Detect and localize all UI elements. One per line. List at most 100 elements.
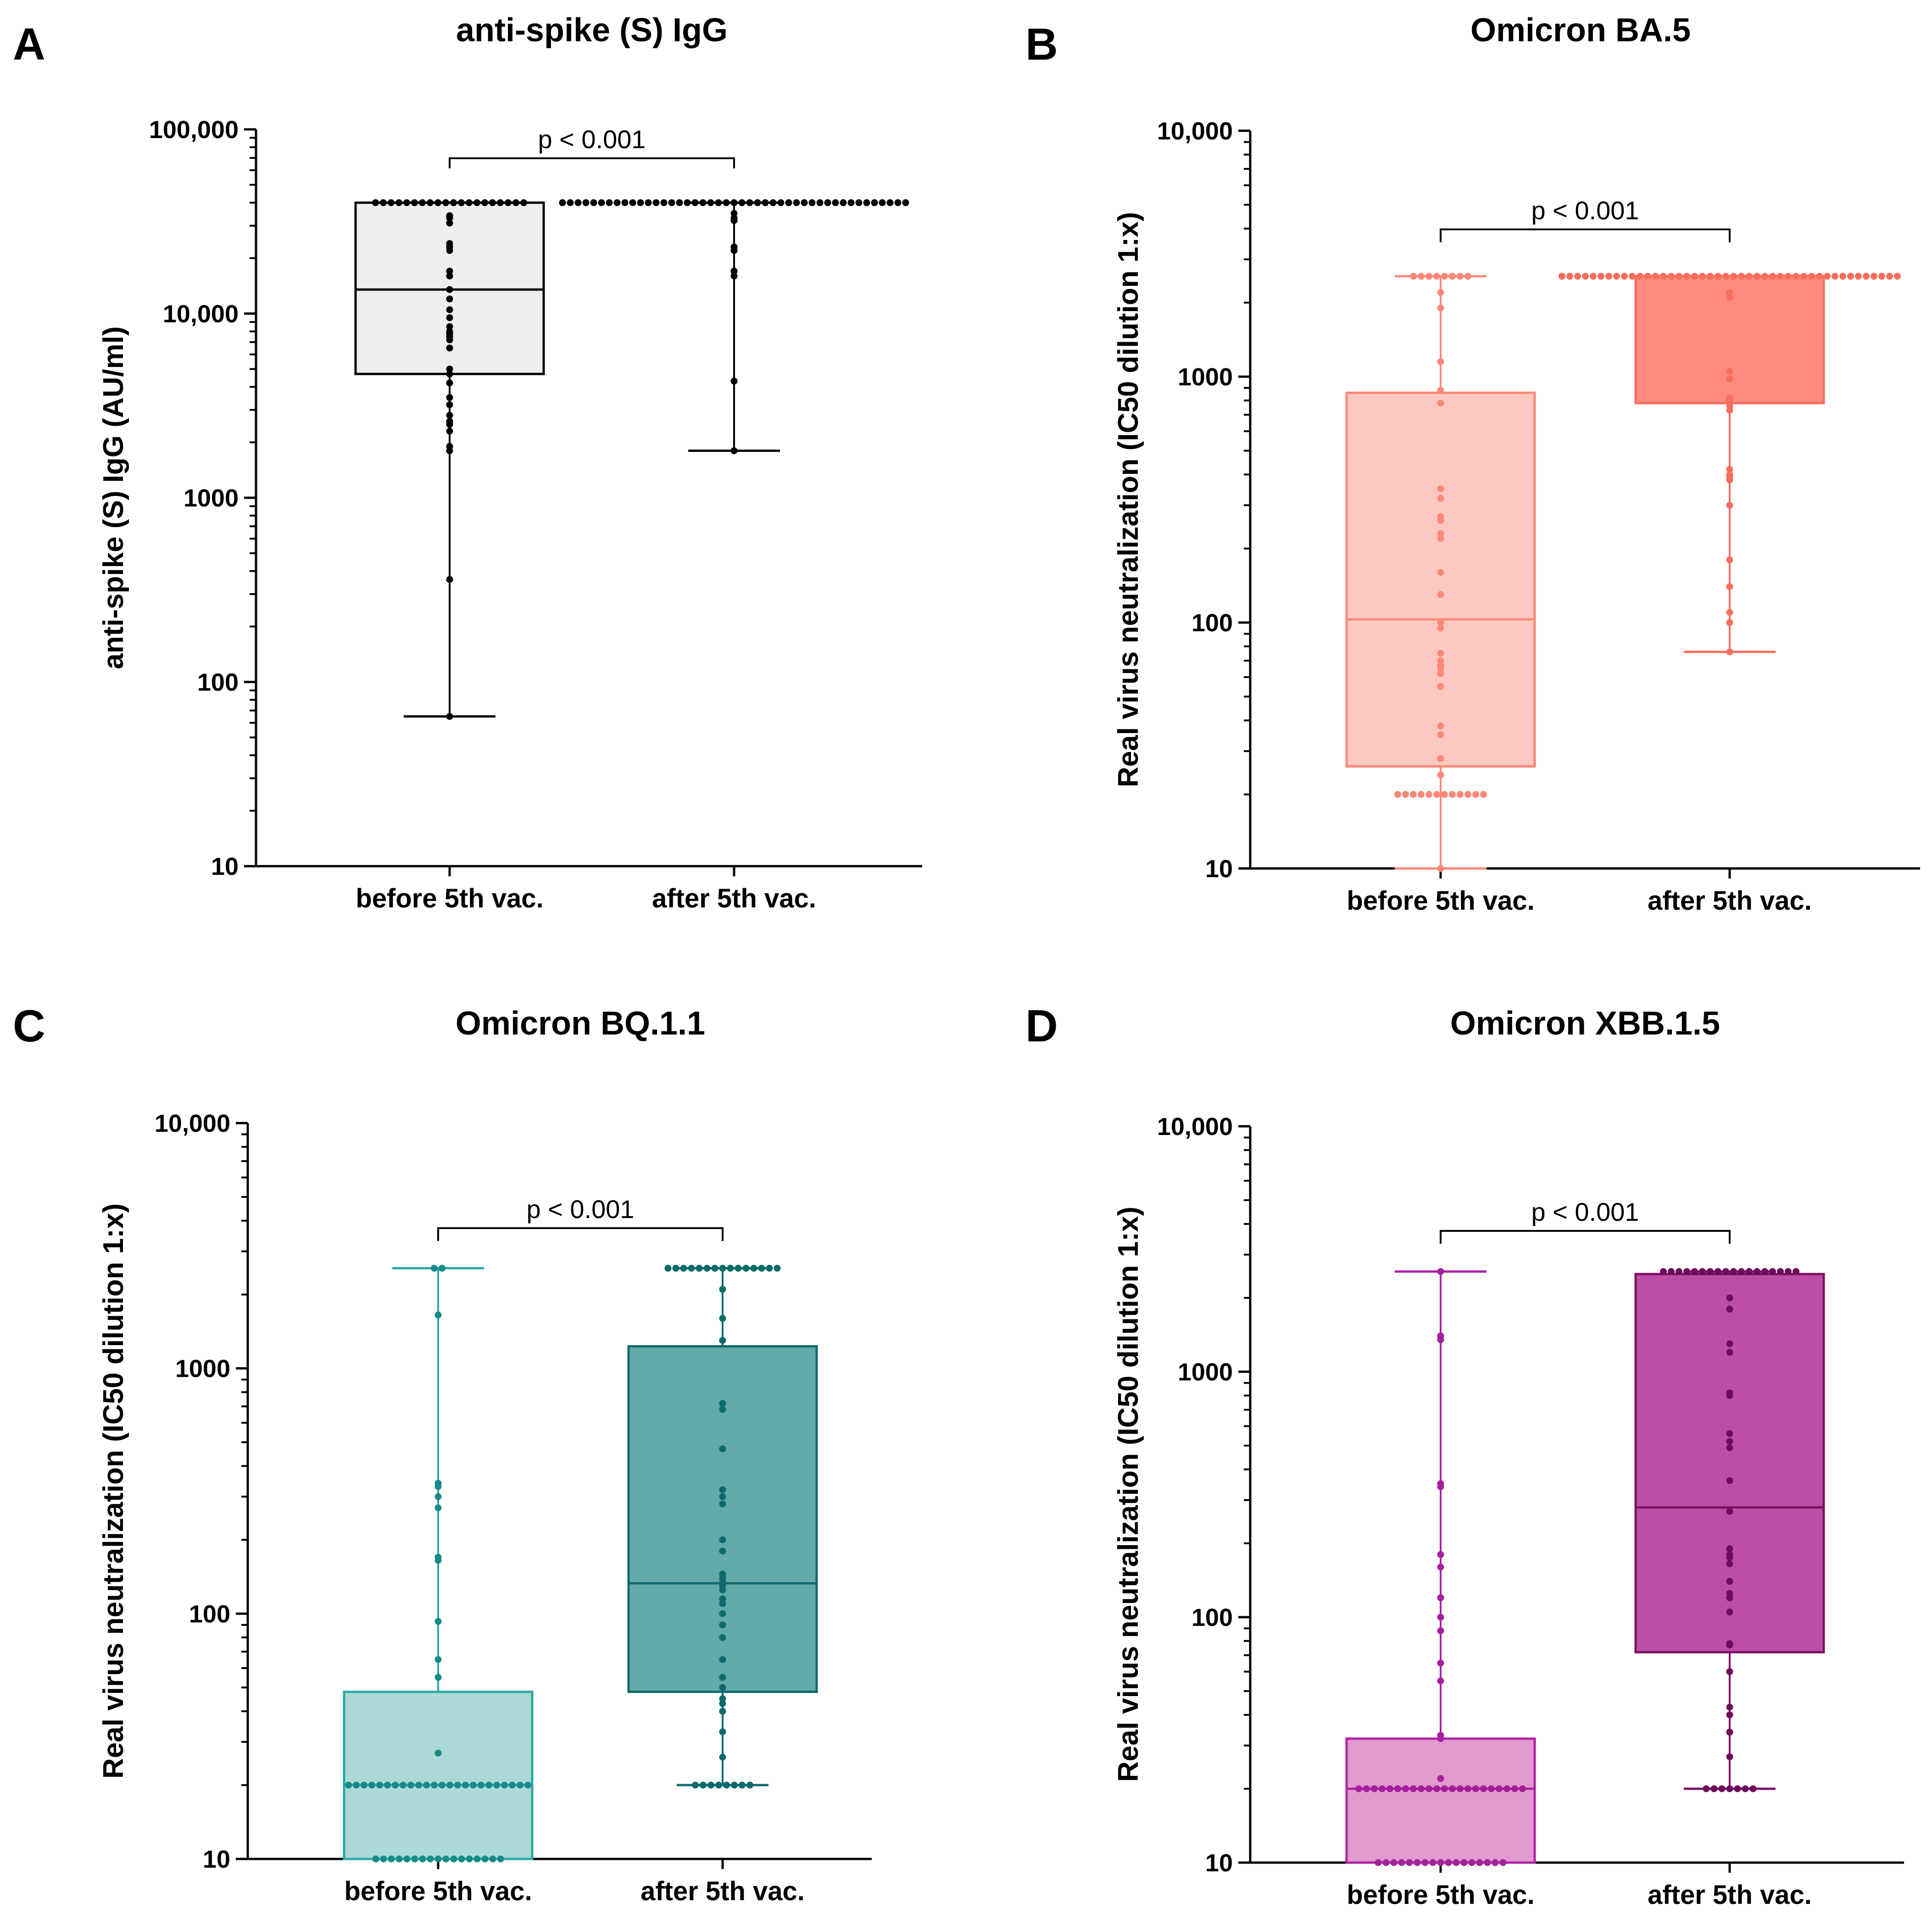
data-point [1398, 1859, 1405, 1866]
data-point [1726, 1389, 1733, 1397]
data-point [1839, 273, 1846, 280]
data-point [517, 1781, 523, 1789]
data-point [1437, 305, 1444, 312]
y-tick-label: 1000 [175, 1355, 230, 1383]
y-tick-label: 1000 [1178, 363, 1233, 391]
data-point [840, 199, 847, 206]
data-point [1605, 273, 1612, 280]
data-point [434, 199, 441, 206]
y-tick-label: 10,000 [155, 1110, 230, 1137]
data-point [719, 1315, 726, 1322]
data-point [1726, 1340, 1733, 1347]
data-point [703, 1264, 711, 1272]
y-tick-label: 10,000 [1157, 117, 1233, 145]
data-point [388, 1855, 395, 1863]
data-point [1726, 1551, 1733, 1558]
data-point [847, 199, 855, 206]
data-point [1582, 273, 1589, 280]
data-point [1437, 755, 1444, 762]
data-point [746, 199, 753, 206]
data-point [1445, 1859, 1452, 1866]
data-point [1437, 1480, 1444, 1487]
chart-title: Omicron BA.5 [1470, 12, 1691, 49]
p-value-label: p < 0.001 [538, 125, 646, 154]
data-point [730, 447, 738, 455]
data-point [719, 1684, 726, 1691]
data-point [1480, 791, 1487, 798]
data-point [1382, 1859, 1390, 1866]
data-point [1754, 1268, 1760, 1275]
data-point [439, 1781, 445, 1789]
data-point [1499, 1859, 1507, 1866]
data-point [645, 199, 652, 206]
data-point [1726, 609, 1733, 616]
data-point [691, 199, 699, 206]
data-point [427, 1855, 434, 1863]
data-point [696, 1264, 703, 1272]
p-value-label: p < 0.001 [526, 1195, 634, 1224]
data-point [1726, 1785, 1733, 1792]
data-point [1777, 273, 1784, 280]
data-point [715, 199, 722, 206]
x-tick-label: before 5th vac. [344, 1876, 532, 1906]
data-point [1722, 273, 1729, 280]
data-point [1722, 1268, 1729, 1275]
data-point [446, 417, 453, 425]
data-point [1394, 791, 1401, 798]
data-point [1421, 1859, 1429, 1866]
data-point [1816, 273, 1823, 280]
data-point [680, 1264, 687, 1272]
data-point [497, 1855, 504, 1863]
data-point [1457, 791, 1464, 798]
data-point [1437, 865, 1444, 872]
data-point [1379, 1785, 1386, 1792]
data-point [1394, 1785, 1401, 1792]
data-point [431, 1781, 438, 1789]
y-tick-label: 10 [1205, 1849, 1233, 1877]
data-point [1437, 1563, 1444, 1571]
data-point [730, 273, 738, 280]
data-point [372, 1855, 379, 1863]
data-point [1676, 273, 1682, 280]
data-point [1488, 1785, 1495, 1792]
data-point [1437, 683, 1444, 690]
data-point [1726, 1668, 1733, 1675]
data-point [361, 1781, 367, 1789]
data-point [493, 1781, 500, 1789]
panel-d: D Omicron XBB.1.5 Real virus neutralizatio… [1025, 1001, 1904, 1910]
data-point [613, 199, 621, 206]
data-point [446, 273, 453, 280]
data-point [446, 212, 453, 219]
data-point [446, 412, 453, 419]
data-point [1437, 1677, 1444, 1685]
y-tick-label: 100 [189, 1600, 230, 1628]
data-point [739, 1781, 746, 1789]
y-tick-label: 100 [197, 669, 239, 696]
data-point [1707, 1268, 1714, 1275]
data-point [1863, 273, 1870, 280]
data-point [1437, 1594, 1444, 1602]
data-point [1715, 1268, 1721, 1275]
data-point [1660, 273, 1667, 280]
data-point [894, 199, 902, 206]
data-point [723, 199, 730, 206]
y-tick-label: 10 [203, 1846, 230, 1873]
data-point [1363, 1785, 1370, 1792]
data-point [501, 1781, 508, 1789]
data-point [1386, 1785, 1393, 1792]
data-point [446, 443, 453, 450]
data-point [384, 1781, 391, 1789]
data-point [1437, 1614, 1444, 1621]
data-point [1457, 273, 1464, 280]
data-point [1793, 273, 1799, 280]
data-point [446, 267, 453, 275]
data-point [1621, 273, 1628, 280]
data-point [730, 243, 738, 250]
data-point [1726, 583, 1733, 590]
data-point [466, 199, 473, 206]
data-point [353, 1781, 360, 1789]
data-point [1683, 1268, 1690, 1275]
panel-c: C Omicron BQ.1.1 Real virus neutralization… [13, 1001, 872, 1906]
data-point [446, 328, 453, 335]
data-point [434, 1311, 442, 1319]
